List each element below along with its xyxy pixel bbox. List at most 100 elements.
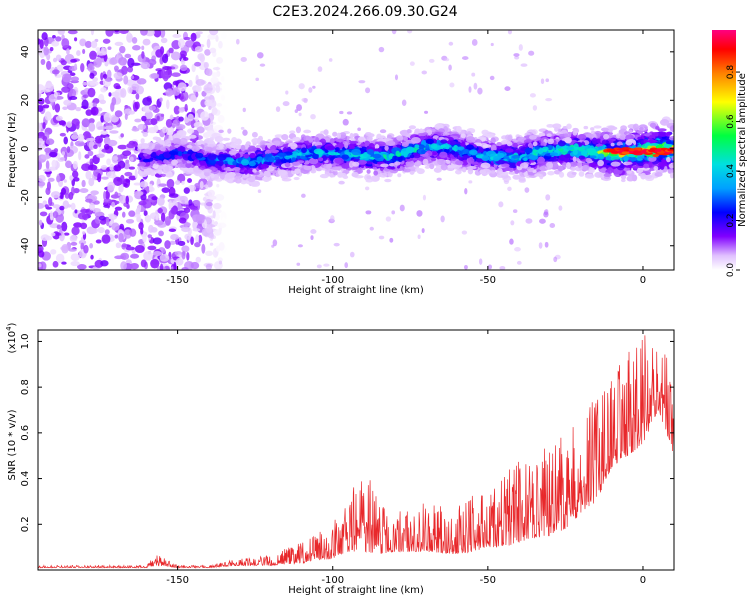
heatmap-cell (90, 254, 94, 260)
heatmap-cell (109, 57, 118, 66)
heatmap-cell (88, 177, 95, 187)
heatmap-cell (38, 122, 42, 132)
heatmap-cell (424, 110, 429, 114)
heatmap-cell (156, 197, 165, 206)
heatmap-cell (77, 212, 88, 220)
heatmap-cell (195, 234, 200, 244)
heatmap-cell (654, 172, 663, 177)
heatmap-cell (192, 220, 198, 230)
heatmap-cell (187, 178, 193, 183)
heatmap-cell (169, 240, 176, 245)
heatmap-cell (525, 218, 533, 224)
heatmap-cell (131, 36, 138, 44)
heatmap-cell (72, 160, 78, 170)
heatmap-cell (60, 60, 67, 66)
heatmap-cell (303, 97, 308, 104)
heatmap-cell (414, 168, 423, 172)
heatmap-cell (178, 38, 185, 49)
heatmap-cell (281, 134, 289, 141)
heatmap-cell (532, 105, 538, 111)
heatmap-cell (142, 96, 152, 106)
heatmap-cell (448, 64, 452, 71)
heatmap-cell (85, 198, 93, 203)
heatmap-cell (593, 125, 602, 129)
heatmap-cell (114, 30, 120, 33)
heatmap-cell (490, 42, 494, 47)
heatmap-cell (81, 99, 89, 110)
heatmap-cell (408, 125, 417, 130)
heatmap-cell (219, 173, 225, 180)
heatmap-cell (182, 56, 189, 61)
heatmap-cell (209, 242, 214, 246)
heatmap-cell (389, 237, 394, 243)
heatmap-cell (61, 261, 67, 265)
heatmap-cell (409, 61, 415, 66)
heatmap-cell (293, 176, 300, 181)
heatmap-cell (43, 46, 49, 56)
heatmap-cell (471, 72, 476, 77)
heatmap-cell (105, 190, 110, 200)
heatmap-cell (68, 191, 74, 200)
heatmap-cell (177, 240, 186, 247)
heatmap-cell (572, 130, 578, 136)
heatmap-cell (208, 137, 214, 142)
heatmap-cell (367, 133, 375, 138)
heatmap-cell (489, 75, 495, 81)
heatmap-cell (90, 30, 95, 36)
heatmap-cell (127, 66, 134, 73)
heatmap-cell (45, 187, 51, 196)
heatmap-cell (70, 202, 76, 211)
heatmap-cell (134, 244, 145, 254)
heatmap-cell (70, 253, 80, 262)
heatmap-cell (99, 99, 107, 105)
heatmap-cell (170, 51, 181, 61)
heatmap-cell (161, 187, 170, 193)
heatmap-cell (174, 251, 183, 256)
heatmap-cell (123, 75, 129, 85)
heatmap-cell (369, 226, 374, 231)
heatmap-cell (631, 165, 640, 169)
heatmap-cell (507, 30, 513, 35)
heatmap-cell (339, 132, 347, 139)
heatmap-cell (166, 99, 170, 110)
heatmap-cell (553, 256, 558, 263)
heatmap-cell (143, 251, 153, 261)
heatmap-cell (397, 173, 402, 178)
heatmap-cell (125, 218, 135, 224)
heatmap-cell (47, 177, 55, 182)
heatmap-cell (603, 173, 612, 177)
heatmap-cell (594, 171, 603, 178)
heatmap-cell (669, 172, 674, 179)
heatmap-cell (518, 44, 523, 51)
heatmap-cell (58, 120, 66, 126)
heatmap-cell (546, 133, 552, 137)
heatmap-cell (557, 165, 564, 172)
heatmap-cell (358, 80, 366, 84)
heatmap-cell (147, 234, 152, 238)
heatmap-cell (89, 202, 95, 211)
heatmap-cell (144, 214, 152, 223)
heatmap-cell (295, 126, 302, 134)
heatmap-cell (159, 97, 163, 102)
heatmap-cell (41, 32, 48, 41)
heatmap-cell (603, 133, 610, 140)
heatmap-cell (38, 219, 43, 226)
heatmap-cell (242, 129, 248, 136)
heatmap-cell (105, 30, 114, 37)
heatmap-cell (52, 211, 59, 219)
heatmap-cell (186, 167, 194, 173)
heatmap-cell (251, 137, 261, 144)
heatmap-cell (59, 157, 66, 161)
heatmap-cell (114, 41, 124, 47)
heatmap-cell (201, 243, 206, 254)
heatmap-cell (449, 82, 455, 88)
heatmap-cell (148, 224, 154, 233)
heatmap-cell (512, 142, 518, 148)
heatmap-cell (421, 228, 425, 234)
heatmap-cell (125, 159, 130, 164)
heatmap-cell (540, 78, 545, 85)
heatmap-cell (558, 205, 563, 211)
heatmap-cell (121, 211, 126, 218)
heatmap-cell (67, 30, 78, 35)
